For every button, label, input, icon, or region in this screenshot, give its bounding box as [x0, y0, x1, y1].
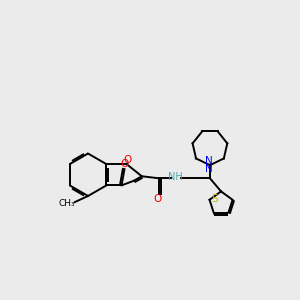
- Text: S: S: [212, 194, 218, 204]
- Text: NH: NH: [168, 172, 183, 182]
- Text: N: N: [205, 164, 213, 174]
- Text: CH₃: CH₃: [59, 199, 76, 208]
- Text: O: O: [124, 155, 132, 165]
- Text: N: N: [205, 156, 213, 166]
- Text: O: O: [154, 194, 162, 204]
- Text: O: O: [121, 159, 129, 169]
